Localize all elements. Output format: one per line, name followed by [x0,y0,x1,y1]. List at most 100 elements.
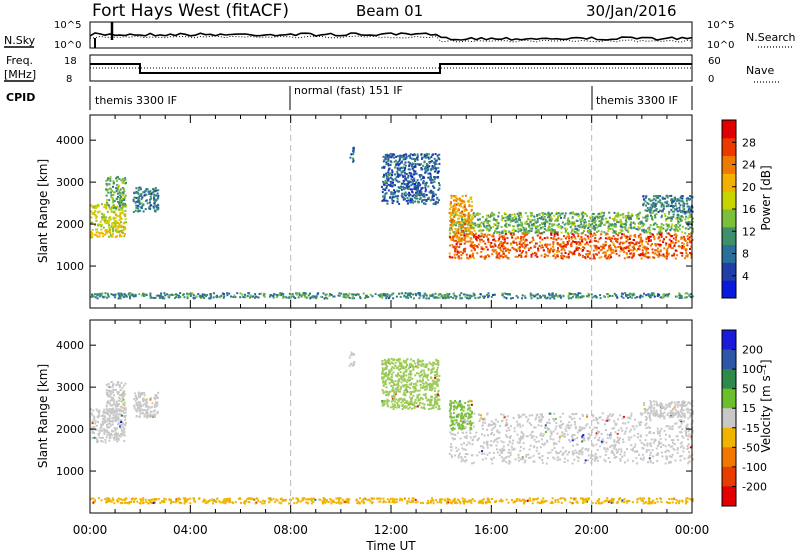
scatter-cell-0 [99,426,102,429]
scatter-cell-4 [424,182,427,185]
scatter-cell-9 [91,293,94,296]
scatter-cell-9 [551,296,554,299]
scatter-cell-5 [531,219,534,222]
scatter-cell-0 [104,229,107,232]
scatter-cell-4 [398,180,401,183]
scatter-cell-4 [425,163,428,165]
scatter-cell-9 [270,294,273,297]
scatter-cell-6 [451,236,454,239]
scatter-cell-5 [639,222,642,225]
scatter-cell-5 [461,218,463,221]
scatter-cell-0 [107,230,110,233]
scatter-cell-8 [687,205,690,208]
scatter-cell-4 [412,385,415,388]
scatter-cell-2 [155,206,158,209]
scatter-cell-0 [111,227,114,230]
scatter-cell-8 [678,209,681,212]
scatter-cell-5 [573,220,576,223]
scatter-cell-4 [422,177,424,180]
scatter-cell-7 [460,214,463,217]
scatter-cell-6 [685,252,688,255]
scatter-cell-9 [166,293,169,296]
scatter-cell-6 [612,251,615,254]
scatter-cell-5 [461,223,464,226]
scatter-cell-5 [675,228,678,231]
scatter-cell-0 [101,218,104,221]
scatter-cell-2 [143,392,146,394]
scatter-cell-1 [111,409,114,412]
scatter-cell-4 [435,159,438,162]
scatter-cell-4 [407,187,410,190]
scatter-cell-6 [651,251,654,254]
scatter-cell-5 [489,215,492,218]
scatter-cell-6 [488,233,491,236]
scatter-cell-5 [497,222,500,225]
scatter-cell-7 [467,212,470,215]
scatter-cell-8 [682,203,685,206]
scatter-cell-4 [407,176,410,179]
scatter-cell-6 [482,236,485,238]
scatter-cell-4 [431,160,433,162]
scatter-cell-2 [145,414,148,417]
scatter-cell-4 [410,178,413,181]
scatter-cell-9 [201,293,204,296]
scatter-cell-6 [638,254,641,257]
scatter-cell-6 [647,237,650,240]
scatter-cell-8 [646,209,649,212]
scatter-cell-9 [481,295,484,298]
scatter-cell-8 [644,200,647,203]
scatter-cell-9 [246,294,249,297]
scatter-cell-6 [669,244,672,246]
scatter-cell-6 [473,248,476,251]
scatter-cell-4 [416,396,419,399]
scatter-cell-6 [514,255,517,258]
scatter-cell-0 [117,409,120,412]
scatter-cell-4 [385,173,388,176]
scatter-cell-5 [584,213,587,215]
scatter-cell-6 [598,247,600,250]
scatter-cell-4 [416,179,419,182]
scatter-cell-5 [534,231,537,234]
scatter-cell-9 [338,292,341,295]
scatter-cell-9 [627,297,629,299]
scatter-cell-6 [578,252,581,255]
scatter-cell-9 [304,292,307,295]
scatter-cell-4 [424,394,427,397]
scatter-cell-4 [415,372,418,375]
scatter-cell-9 [483,297,485,299]
scatter-cell-6 [497,239,500,242]
scatter-cell-6 [520,239,523,242]
scatter-cell-5 [488,229,491,232]
scatter-cell-4 [399,390,402,393]
scatter-cell-9 [461,297,464,300]
scatter-cell-1 [121,198,123,201]
scatter-cell-9 [536,297,539,300]
scatter-cell-9 [295,293,298,296]
scatter-cell-9 [555,293,558,296]
scatter-cell-5 [553,231,556,234]
scatter-cell-4 [395,406,398,409]
scatter-cell-6 [647,251,650,254]
scatter-cell-1 [112,384,114,387]
scatter-cell-6 [458,257,461,260]
scatter-cell-4 [399,371,402,374]
scatter-cell-9 [278,293,281,296]
scatter-cell-9 [200,297,203,299]
scatter-cell-6 [480,247,483,250]
scatter-cell-5 [646,213,649,216]
scatter-cell-0 [120,427,123,430]
scatter-cell-1 [106,408,109,411]
scatter-cell-9 [254,293,257,296]
scatter-cell-4 [391,379,393,381]
scatter-cell-5 [528,218,531,221]
scatter-cell-0 [100,216,103,219]
scatter-cell-6 [589,235,592,238]
scatter-cell-1 [112,200,115,203]
scatter-cell-5 [603,211,606,214]
scatter-cell-4 [403,197,406,200]
scatter-cell-1 [124,407,127,410]
scatter-cell-6 [634,235,637,238]
scatter-cell-6 [638,245,641,248]
scatter-cell-6 [668,243,671,246]
scatter-cell-4 [409,197,412,200]
